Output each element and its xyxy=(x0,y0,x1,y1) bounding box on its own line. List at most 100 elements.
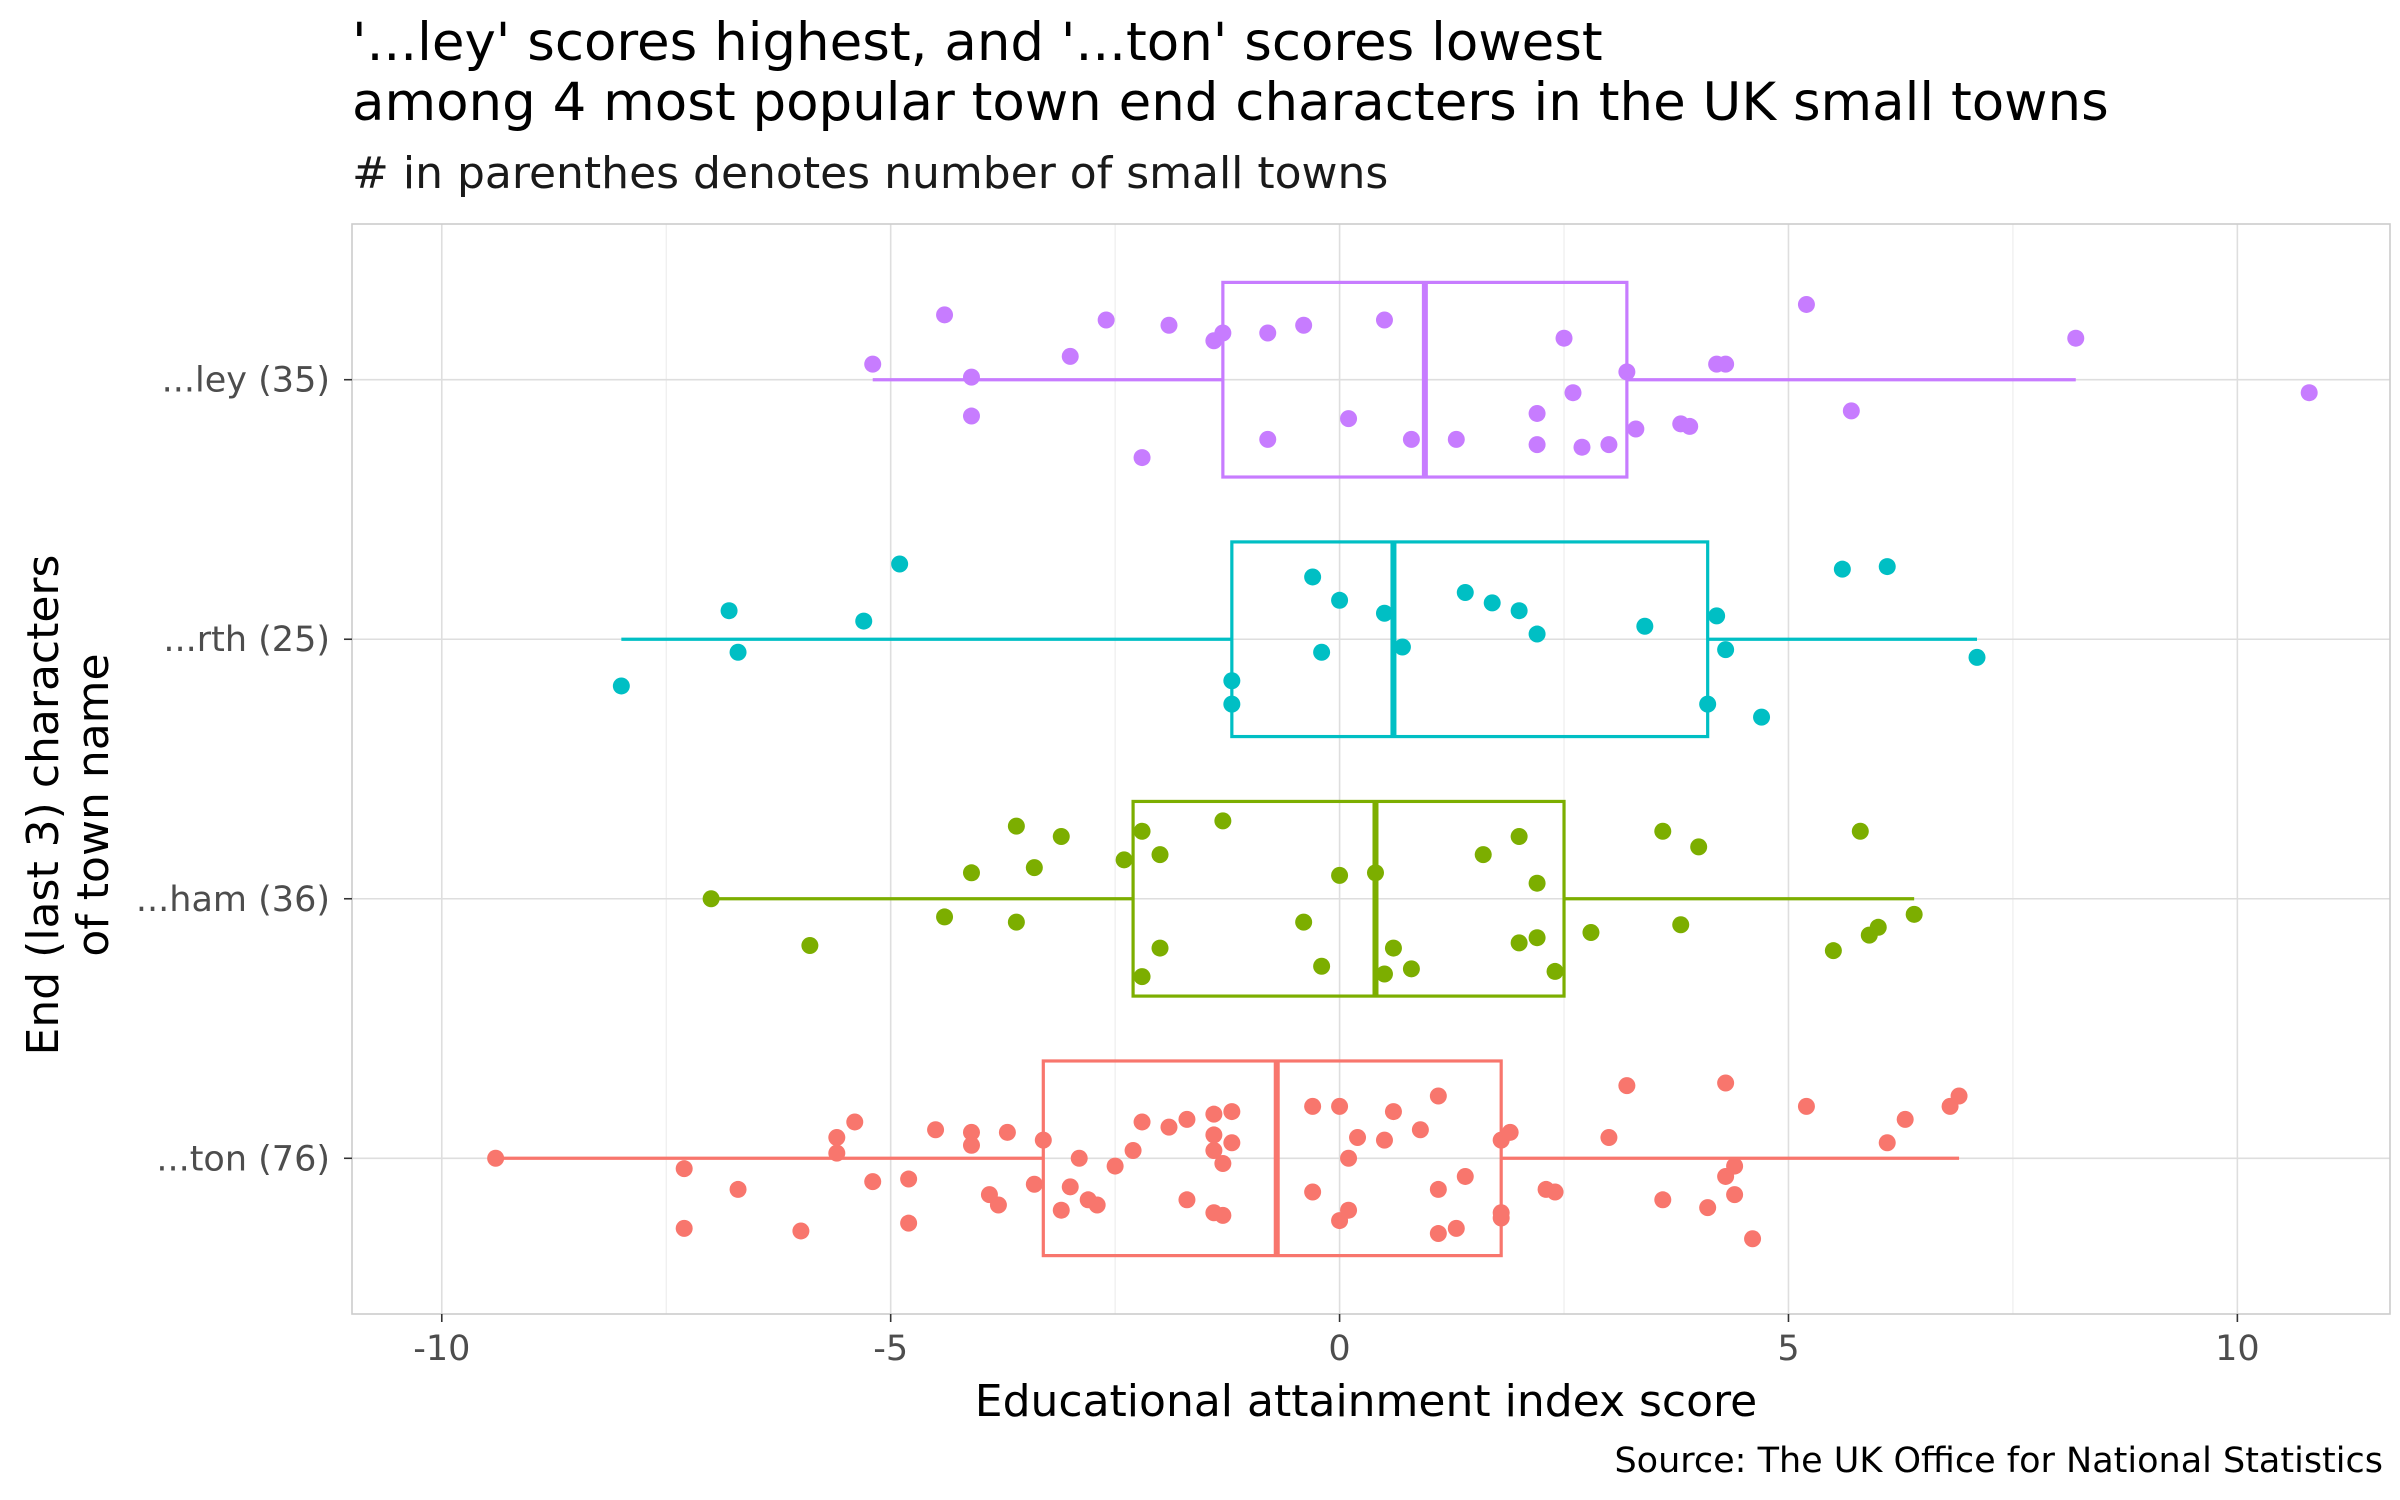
data-point xyxy=(1160,316,1178,334)
data-point xyxy=(1214,1154,1232,1172)
x-tick-label: -10 xyxy=(413,1329,470,1369)
data-point xyxy=(729,643,747,661)
data-point xyxy=(1007,817,1025,835)
data-point xyxy=(1331,866,1349,884)
data-point xyxy=(1582,924,1600,941)
data-point xyxy=(962,407,980,425)
data-point xyxy=(1007,913,1025,931)
data-point xyxy=(1717,355,1735,373)
data-point xyxy=(1474,846,1492,864)
data-point xyxy=(1905,905,1923,923)
data-point xyxy=(1340,410,1358,428)
data-point xyxy=(1708,607,1726,625)
data-point xyxy=(1061,347,1079,365)
data-point xyxy=(864,1173,882,1191)
data-point xyxy=(1896,1110,1914,1128)
data-point xyxy=(962,1123,980,1141)
x-axis-title: Educational attainment index score xyxy=(975,1376,1757,1427)
data-point xyxy=(2067,329,2085,347)
data-point xyxy=(729,1180,747,1198)
box xyxy=(1230,540,1710,739)
data-point xyxy=(1340,1201,1358,1219)
chart-caption: Source: The UK Office for National Stati… xyxy=(1614,1441,2383,1481)
data-point xyxy=(1411,1121,1429,1139)
data-point xyxy=(1349,1129,1367,1147)
data-point xyxy=(1375,1131,1393,1149)
data-point xyxy=(1842,402,1860,420)
data-point xyxy=(801,936,819,954)
data-point xyxy=(1034,1131,1052,1149)
chart-title-line-1: '...ley' scores highest, and '...ton' sc… xyxy=(352,12,1603,73)
data-point xyxy=(1295,316,1313,334)
data-point xyxy=(1744,1230,1762,1248)
data-point xyxy=(936,908,954,926)
data-point xyxy=(1429,1087,1447,1105)
data-point xyxy=(828,1129,846,1147)
data-point xyxy=(1304,1183,1322,1201)
data-point xyxy=(1824,942,1842,960)
data-point xyxy=(1573,438,1591,456)
data-point xyxy=(1115,851,1133,869)
data-point xyxy=(1393,638,1411,656)
data-point xyxy=(702,890,720,908)
data-point xyxy=(1304,1097,1322,1115)
data-point xyxy=(1618,1077,1636,1095)
data-point xyxy=(1151,939,1169,957)
data-point xyxy=(1375,965,1393,983)
data-point xyxy=(792,1222,810,1240)
data-point xyxy=(1133,449,1151,467)
data-point xyxy=(1151,846,1169,864)
data-point xyxy=(1501,1123,1519,1141)
x-tick-label: 10 xyxy=(2215,1329,2260,1369)
data-point xyxy=(1672,916,1690,934)
data-point xyxy=(1205,1126,1223,1144)
data-point xyxy=(828,1144,846,1162)
data-point xyxy=(1375,311,1393,329)
data-point xyxy=(1753,708,1771,726)
data-point xyxy=(1070,1149,1088,1167)
data-point xyxy=(1555,329,1573,347)
data-point xyxy=(1797,295,1815,313)
grid xyxy=(352,224,2390,1314)
data-point xyxy=(1654,822,1672,840)
data-point xyxy=(1205,1105,1223,1123)
data-point xyxy=(1340,1149,1358,1167)
data-point xyxy=(1259,430,1277,448)
data-point xyxy=(900,1214,918,1232)
data-point xyxy=(1178,1191,1196,1209)
data-point xyxy=(1133,968,1151,986)
data-point xyxy=(1124,1142,1142,1159)
data-point xyxy=(1483,594,1501,612)
data-point xyxy=(900,1170,918,1188)
data-point xyxy=(1384,939,1402,957)
data-point xyxy=(1869,918,1887,936)
data-point xyxy=(1295,913,1313,931)
data-point xyxy=(1429,1180,1447,1198)
data-point xyxy=(720,602,738,620)
data-point xyxy=(1618,363,1636,381)
data-point xyxy=(1223,695,1241,713)
data-point xyxy=(1878,558,1896,576)
data-point xyxy=(1833,560,1851,578)
data-point xyxy=(1528,436,1546,454)
data-point xyxy=(1061,1178,1079,1196)
data-point xyxy=(962,1136,980,1154)
data-point xyxy=(1223,1103,1241,1121)
data-point xyxy=(1402,960,1420,978)
data-point xyxy=(1375,604,1393,622)
data-point xyxy=(1510,934,1528,952)
data-point xyxy=(1447,430,1465,448)
y-axis: ...ton (76) ...ham (36) ...rth (25) ...ley … xyxy=(136,361,352,1179)
data-point xyxy=(1636,617,1654,635)
data-point xyxy=(1402,430,1420,448)
data-point xyxy=(998,1123,1016,1141)
data-point xyxy=(1133,822,1151,840)
data-point xyxy=(1528,404,1546,422)
y-tick-label: ...ton (76) xyxy=(156,1139,330,1179)
data-point xyxy=(989,1196,1007,1214)
data-point xyxy=(1214,812,1232,830)
data-point xyxy=(1366,864,1384,882)
x-tick-label: 0 xyxy=(1328,1329,1350,1369)
data-point xyxy=(1878,1134,1896,1152)
data-point xyxy=(1528,929,1546,947)
